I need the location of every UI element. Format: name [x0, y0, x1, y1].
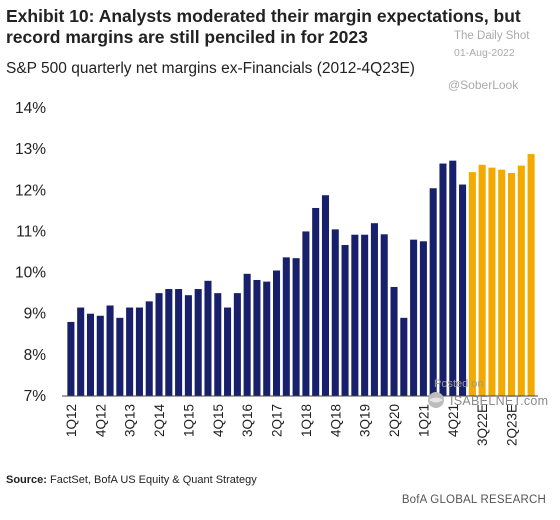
bar-2Q17: [273, 270, 281, 396]
brand-label: BofA GLOBAL RESEARCH: [401, 494, 546, 506]
x-tick-label: 2Q23E: [505, 404, 520, 446]
bar-4Q21: [449, 160, 457, 396]
bar-2Q20: [390, 286, 398, 396]
y-tick-label: 7%: [24, 388, 47, 405]
bar-2Q15: [194, 289, 202, 396]
chart-title: Exhibit 10: Analysts moderated their mar…: [6, 6, 521, 47]
source-label: Source:: [6, 474, 47, 486]
bar-chart: 7%8%9%10%11%12%13%14% 1Q12 4Q12 3Q13 2Q14 1Q…: [15, 100, 538, 446]
x-tick-label: 1Q15: [181, 404, 196, 437]
x-tick-label: 3Q22E: [475, 404, 490, 446]
bar-1Q20: [380, 234, 388, 396]
y-tick-label: 13%: [15, 141, 46, 158]
bar-1Q16: [224, 307, 232, 396]
bar-4Q17: [292, 258, 300, 396]
y-tick-label: 9%: [24, 306, 47, 323]
bar-4Q22E: [488, 167, 496, 396]
bar-4Q18: [331, 229, 339, 396]
bar-3Q23E: [517, 165, 525, 396]
bar-4Q23E: [527, 154, 535, 396]
bar-2Q21: [429, 188, 437, 396]
bar-1Q23E: [498, 169, 506, 396]
x-tick-label: 2Q14: [152, 404, 167, 438]
bar-1Q19: [341, 245, 349, 396]
globe-icon: [428, 392, 444, 408]
bar-1Q21: [419, 241, 427, 396]
bar-4Q19: [370, 223, 378, 396]
chart-subtitle: S&P 500 quarterly net margins ex-Financi…: [6, 60, 415, 77]
x-tick-label: 3Q19: [358, 404, 373, 437]
bar-2Q16: [233, 293, 241, 396]
bar-2Q14: [155, 293, 163, 396]
bar-3Q18: [321, 195, 329, 396]
bar-3Q12: [86, 313, 94, 396]
bar-3Q16: [243, 273, 251, 396]
bar-2Q18: [312, 207, 320, 396]
source-text: FactSet, BofA US Equity & Quant Strategy: [50, 474, 257, 486]
x-tick-label: 2Q20: [387, 404, 402, 437]
x-tick-label: 2Q17: [270, 404, 285, 437]
bar-2Q23E: [508, 173, 516, 396]
bar-3Q20: [400, 317, 408, 396]
x-tick-label: 3Q16: [240, 404, 255, 437]
bar-3Q19: [361, 234, 369, 396]
bar-3Q17: [282, 257, 290, 396]
bar-1Q14: [145, 301, 153, 396]
x-tick-label: 3Q13: [123, 404, 138, 437]
bar-3Q14: [165, 289, 173, 396]
y-tick-label: 10%: [15, 265, 46, 282]
x-tick-label: 1Q12: [64, 404, 79, 437]
bar-4Q16: [253, 279, 261, 396]
watermark-date: 01-Aug-2022: [454, 47, 515, 59]
bar-1Q13: [106, 305, 114, 396]
bar-4Q14: [175, 289, 183, 396]
watermark-name: The Daily Shot: [454, 30, 530, 42]
bar-2Q12: [77, 307, 85, 396]
bar-4Q13: [135, 307, 143, 396]
bar-3Q21: [439, 163, 447, 396]
isabelnet-site: ISABELNET.com: [450, 394, 549, 408]
bar-3Q22E: [478, 164, 486, 396]
bar-1Q15: [184, 295, 192, 396]
watermark-handle: @SoberLook: [448, 78, 519, 92]
isabelnet-watermark: Posted on ISABELNET.com: [424, 378, 560, 418]
bar-2Q19: [351, 234, 359, 396]
x-tick-label: 4Q12: [93, 404, 108, 437]
bar-3Q15: [204, 280, 212, 396]
y-axis: 7% 8% 9% 10% 11% 12% 13% 14%: [15, 100, 46, 405]
posted-on-label: Posted on: [434, 378, 484, 390]
bar-4Q15: [214, 293, 222, 396]
y-tick-label: 12%: [15, 182, 46, 199]
x-tick-label: 1Q18: [299, 404, 314, 437]
bar-4Q12: [96, 315, 104, 396]
bars: [67, 154, 535, 396]
y-tick-label: 8%: [24, 347, 47, 364]
bar-1Q18: [302, 231, 310, 396]
y-tick-label: 11%: [16, 223, 46, 240]
bar-2Q13: [116, 317, 124, 396]
x-tick-label: 4Q15: [211, 404, 226, 437]
bar-2Q22E: [468, 172, 476, 396]
bar-1Q22: [459, 184, 467, 396]
y-tick-label: 14%: [15, 100, 46, 117]
bar-1Q17: [263, 281, 271, 396]
bar-1Q12: [67, 321, 75, 396]
x-tick-label: 1Q21: [416, 404, 431, 437]
source-note: Source: FactSet, BofA US Equity & Quant …: [6, 474, 257, 486]
bar-4Q20: [410, 239, 418, 396]
x-tick-label: 4Q18: [328, 404, 343, 437]
x-tick-label: 4Q21: [446, 404, 461, 437]
x-axis: 1Q12 4Q12 3Q13 2Q14 1Q15 4Q15 3Q16 2Q17 1Q18 4Q18…: [62, 395, 538, 446]
bar-3Q13: [126, 307, 134, 396]
